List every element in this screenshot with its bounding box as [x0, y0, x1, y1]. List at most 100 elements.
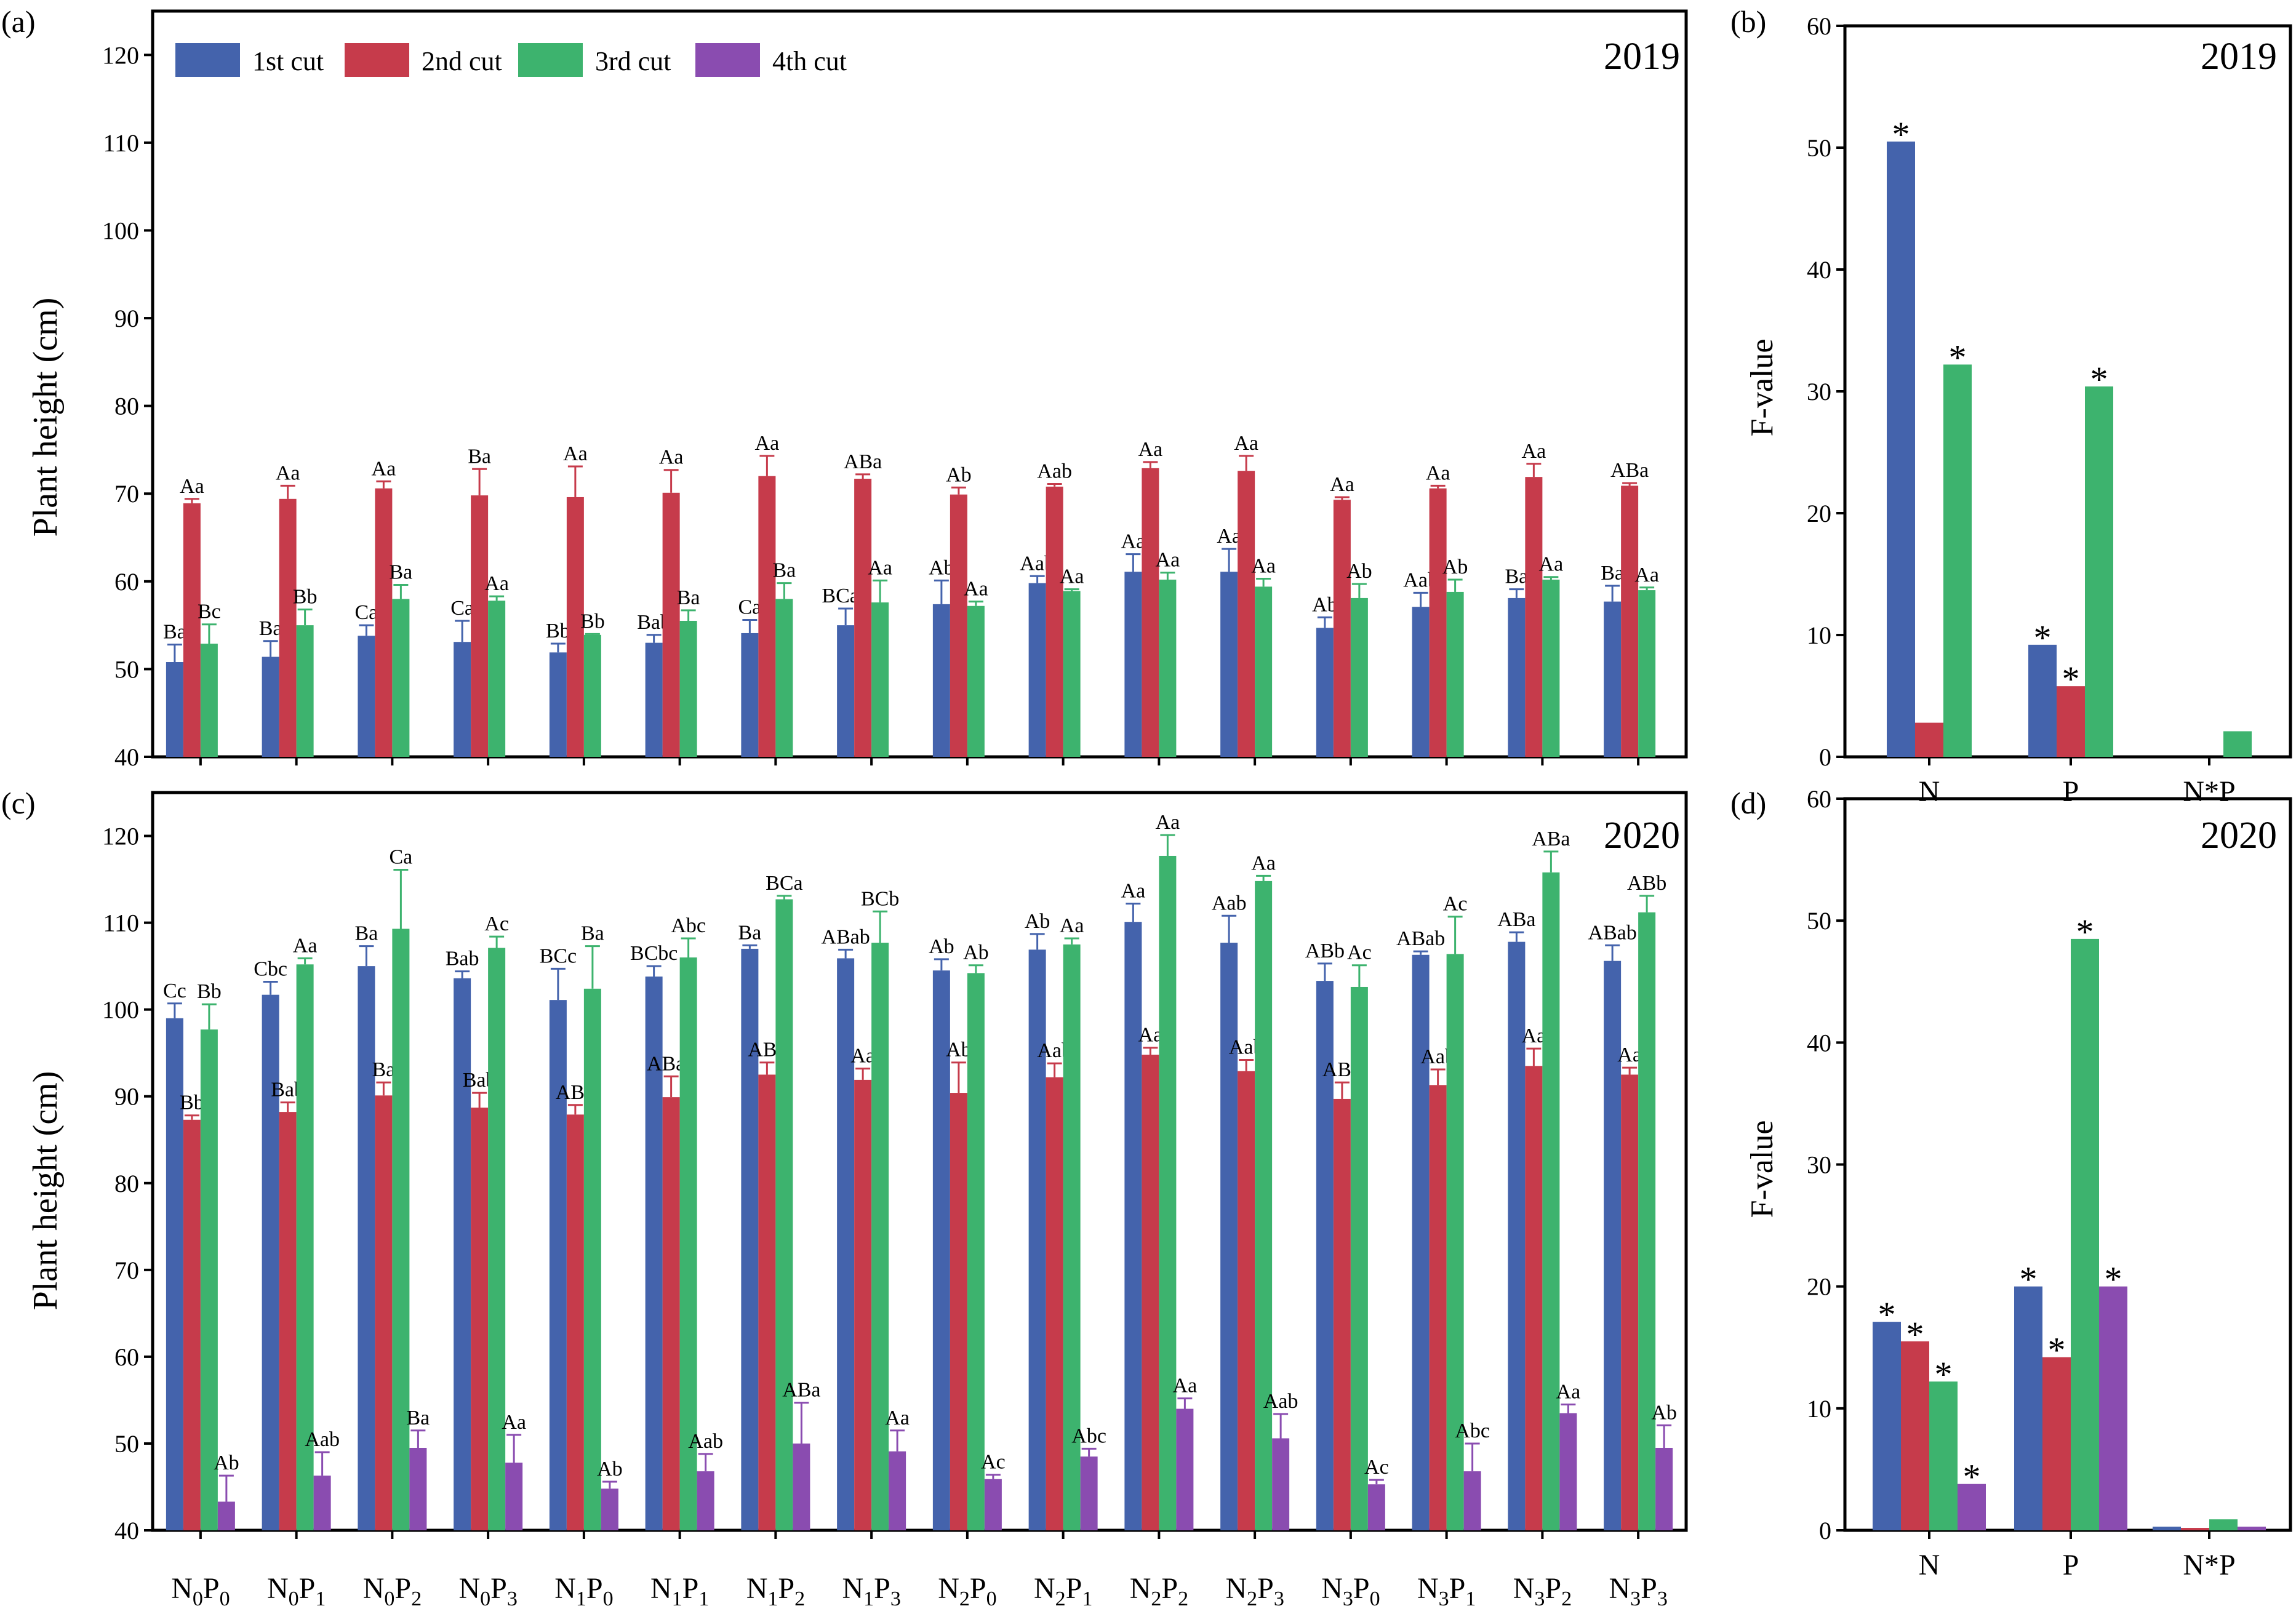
- y-tick-label: 70: [114, 1256, 139, 1284]
- significance-letter: Ba: [772, 559, 796, 582]
- significance-letter: Ab: [946, 463, 972, 486]
- bar-2nd-cut-8: [854, 478, 872, 757]
- significance-asterisk: *: [2020, 1260, 2038, 1300]
- bar-2nd-cut-2: [279, 1112, 297, 1530]
- panel-b-year: 2019: [2201, 36, 2277, 78]
- bar-2nd-cut-13: [1333, 500, 1351, 757]
- bar-1st-cut-3: [358, 966, 375, 1530]
- bar-2nd-cut-N: [1915, 722, 1943, 757]
- significance-letter: ABb: [1305, 940, 1345, 962]
- bar-3rd-cut-N: [1943, 364, 1972, 757]
- x-tick-label-treatment: N3P3: [1609, 1572, 1667, 1610]
- significance-letter: Ab: [214, 1452, 239, 1474]
- bar-4th-cut-5: [601, 1488, 618, 1530]
- bar-3rd-cut-13: [1350, 597, 1368, 757]
- significance-letter: Aa: [1156, 549, 1180, 572]
- bar-3rd-cut-12: [1255, 881, 1273, 1530]
- significance-letter: Cc: [163, 980, 186, 1002]
- bar-1st-cut-16: [1604, 961, 1622, 1530]
- legend-swatch-1st-cut: [175, 43, 240, 77]
- x-tick-label-treatment: N2P2: [1130, 1572, 1188, 1610]
- bar-1st-cut-3: [358, 636, 375, 757]
- bar-1st-cut-16: [1604, 601, 1622, 757]
- significance-letter: Ab: [929, 935, 954, 958]
- significance-letter: BCa: [766, 872, 802, 895]
- x-tick-label-treatment: N0P0: [171, 1572, 230, 1610]
- panel-d-label: (d): [1730, 786, 1766, 820]
- y-tick-label: 60: [1807, 785, 1831, 813]
- significance-asterisk: *: [2048, 1330, 2066, 1370]
- panel-b-ylabel: F-value: [1745, 339, 1780, 437]
- x-tick-label: N*P: [2183, 1549, 2235, 1581]
- y-tick-label: 50: [1807, 134, 1831, 162]
- bar-1st-cut-2: [262, 994, 279, 1530]
- significance-letter: Ba: [581, 922, 604, 945]
- significance-letter: Ba: [163, 620, 186, 643]
- significance-letter: Ac: [1443, 893, 1468, 916]
- bar-2nd-cut-P: [2042, 1357, 2071, 1530]
- bar-4th-cut-N: [1958, 1484, 1986, 1530]
- bar-2nd-cut-3: [375, 1095, 393, 1530]
- significance-letter: Aa: [885, 1407, 910, 1429]
- y-tick-label: 30: [1807, 1151, 1831, 1179]
- y-tick-label: 80: [114, 393, 139, 420]
- significance-letter: Ac: [1364, 1456, 1389, 1479]
- bar-1st-cut-7: [741, 633, 759, 757]
- significance-letter: Bc: [198, 601, 221, 623]
- bar-1st-cut-14: [1412, 954, 1430, 1530]
- y-tick-label: 0: [1819, 743, 1831, 771]
- x-tick-label: P: [2063, 775, 2079, 808]
- significance-letter: Bb: [546, 620, 570, 642]
- bar-1st-cut-8: [837, 958, 855, 1530]
- significance-letter: Aa: [755, 432, 780, 455]
- significance-letter: Aa: [1217, 525, 1241, 548]
- bar-4th-cut-15: [1559, 1413, 1577, 1530]
- significance-letter: ABab: [1396, 927, 1445, 950]
- panel-b-label: (b): [1730, 4, 1766, 39]
- x-tick-label: N: [1919, 1549, 1940, 1581]
- bar-3rd-cut-9: [967, 605, 985, 757]
- bar-3rd-cut-7: [775, 599, 793, 757]
- significance-letter: Ba: [406, 1407, 430, 1429]
- panel-c-year: 2020: [1604, 815, 1680, 857]
- bar-4th-cut-16: [1655, 1447, 1673, 1530]
- significance-letter: Aa: [1060, 914, 1084, 937]
- bar-2nd-cut-12: [1238, 1071, 1255, 1530]
- significance-letter: Abc: [671, 914, 706, 937]
- bar-2nd-cut-16: [1621, 485, 1639, 757]
- y-tick-label: 50: [114, 655, 139, 683]
- bar-1st-cut-13: [1316, 981, 1334, 1530]
- significance-letter: BCc: [540, 945, 577, 967]
- legend-label-1st-cut: 1st cut: [252, 46, 324, 76]
- significance-letter: Aa: [502, 1411, 526, 1434]
- panel-d-ylabel: F-value: [1745, 1121, 1780, 1218]
- significance-letter: Aa: [293, 934, 318, 957]
- significance-letter: Ac: [981, 1451, 1006, 1474]
- bar-2nd-cut-3: [375, 488, 393, 757]
- significance-letter: Cbc: [254, 958, 287, 981]
- significance-letter: Ab: [1346, 560, 1372, 583]
- bar-1st-cut-5: [549, 1000, 567, 1530]
- bar-3rd-cut-2: [296, 625, 314, 757]
- significance-letter: ABab: [821, 925, 870, 948]
- significance-letter: Ab: [597, 1458, 623, 1480]
- bar-2nd-cut-10: [1046, 486, 1063, 757]
- bar-4th-cut-8: [889, 1451, 906, 1530]
- y-tick-label: 110: [103, 909, 139, 937]
- bar-1st-cut-12: [1220, 572, 1238, 757]
- x-tick-label-treatment: N2P3: [1225, 1572, 1284, 1610]
- significance-letter: Aa: [563, 442, 588, 465]
- bar-2nd-cut-7: [758, 1074, 776, 1530]
- significance-letter: Aa: [1522, 1025, 1546, 1047]
- bar-2nd-cut-8: [854, 1079, 872, 1530]
- bar-3rd-cut-16: [1638, 912, 1656, 1530]
- significance-letter: ABab: [1588, 921, 1636, 944]
- significance-letter: Ac: [484, 913, 509, 935]
- bar-1st-cut-N*P: [2153, 1527, 2181, 1530]
- significance-letter: Aa: [1522, 440, 1546, 463]
- significance-letter: Aa: [964, 578, 988, 601]
- bar-4th-cut-10: [1080, 1456, 1098, 1530]
- bar-2nd-cut-9: [950, 1093, 967, 1530]
- significance-asterisk: *: [1892, 114, 1910, 154]
